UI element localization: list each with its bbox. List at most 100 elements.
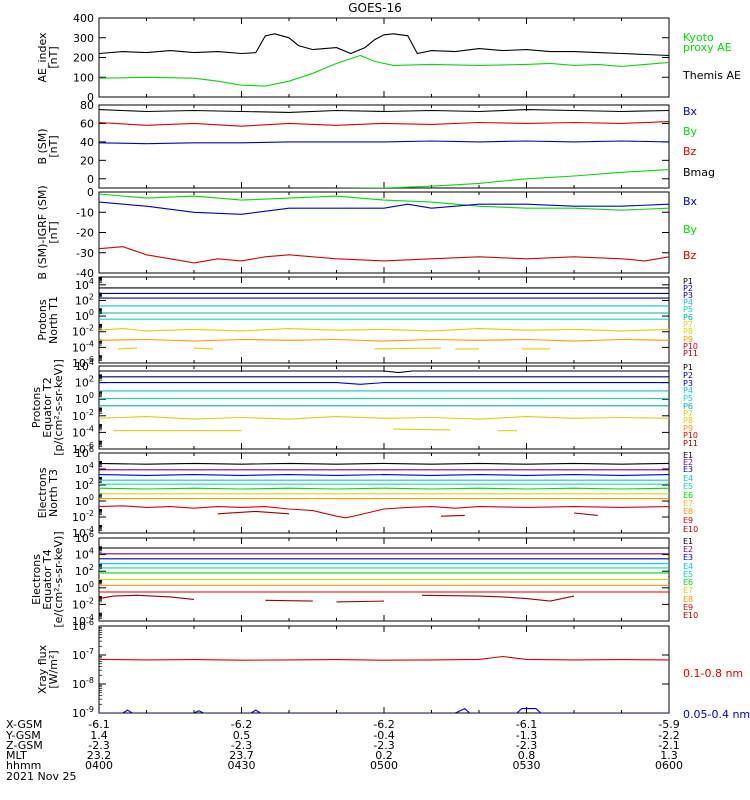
ephemeris-value: 23.7 bbox=[229, 749, 254, 762]
legend-entry: P10 bbox=[683, 431, 698, 440]
legend-entry: 0.05-0.4 nm bbox=[683, 708, 750, 721]
y-tick-label: 400 bbox=[73, 12, 94, 25]
y-tick-label: 100 bbox=[75, 493, 94, 508]
legend-entry: P5 bbox=[683, 305, 693, 314]
legend-entry: P11 bbox=[683, 349, 698, 358]
legend-entry: Bz bbox=[683, 145, 697, 158]
ephemeris-value: 0.5 bbox=[233, 729, 251, 742]
y-tick-label: 10-6 bbox=[72, 618, 94, 633]
legend-entry: P3 bbox=[683, 291, 693, 300]
series-line-1 bbox=[99, 193, 669, 211]
legend-entry: E1 bbox=[683, 451, 693, 460]
series-line-10 bbox=[217, 510, 290, 515]
y-tick-label: 10-2 bbox=[72, 324, 94, 339]
legend-entry: Bx bbox=[683, 195, 698, 208]
legend-entry: By bbox=[683, 223, 698, 236]
legend-entry: P2 bbox=[683, 284, 693, 293]
legend-entry: E7 bbox=[683, 499, 693, 508]
y-tick-label: 104 bbox=[75, 461, 94, 476]
series-line-11 bbox=[265, 599, 313, 602]
legend-entry: P8 bbox=[683, 416, 693, 425]
y-tick-label: 104 bbox=[75, 277, 94, 292]
y-tick-label: 10-2 bbox=[72, 596, 94, 611]
legend-entry: By bbox=[683, 125, 698, 138]
y-tick-label: 100 bbox=[75, 391, 94, 406]
legend-entry: Bz bbox=[683, 249, 697, 262]
y-tick-label: 100 bbox=[73, 71, 94, 84]
ephemeris-value: 23.2 bbox=[87, 749, 112, 762]
series-line-1 bbox=[99, 655, 669, 661]
legend-entry: E9 bbox=[683, 603, 693, 612]
ephemeris-value: -2.1 bbox=[658, 739, 679, 752]
legend-entry: P5 bbox=[683, 394, 693, 403]
y-tick-label: 0 bbox=[87, 186, 94, 199]
panel-frame bbox=[98, 365, 670, 450]
legend-entry: E6 bbox=[683, 491, 693, 500]
y-tick-label: 10-2 bbox=[72, 509, 94, 524]
series-line-4 bbox=[325, 169, 669, 188]
legend-entry: P4 bbox=[683, 298, 693, 307]
legend-entry: E5 bbox=[683, 482, 693, 491]
panel-3: -40 -30 -20 -10 0 B (SM)-IGRF (SM)[nT] Bx By Bz bbox=[36, 185, 698, 280]
series-line-7 bbox=[99, 416, 669, 420]
panel-frame bbox=[98, 17, 670, 98]
legend-entry: P7 bbox=[683, 409, 693, 418]
series-line-2 bbox=[99, 121, 669, 127]
y-tick-label: 102 bbox=[75, 292, 94, 307]
legend-entry: Bx bbox=[683, 105, 698, 118]
y-axis-title: B (SM)[nT] bbox=[36, 128, 60, 164]
ephemeris-value: 1.4 bbox=[90, 729, 108, 742]
y-tick-label: 10-4 bbox=[72, 339, 94, 354]
legend-entry: E4 bbox=[683, 562, 693, 571]
legend-entry: E6 bbox=[683, 578, 693, 587]
ephemeris-row-label: Z-GSM bbox=[6, 739, 43, 752]
ephemeris-value: -2.3 bbox=[88, 739, 109, 752]
y-tick-label: 80 bbox=[80, 99, 94, 112]
panel-frame bbox=[98, 452, 670, 534]
y-axis-title: B (SM)-IGRF (SM)[nT] bbox=[36, 185, 60, 279]
ephemeris-row-label: MLT bbox=[6, 749, 27, 762]
y-tick-label: 200 bbox=[73, 52, 94, 65]
y-tick-label: -20 bbox=[76, 227, 94, 240]
ephemeris-value: -2.3 bbox=[373, 739, 394, 752]
series-group bbox=[99, 655, 669, 713]
series-group bbox=[99, 287, 669, 350]
legend-entry: E2 bbox=[683, 545, 693, 554]
legend-entry: E3 bbox=[683, 465, 693, 474]
series-line-11 bbox=[440, 514, 465, 517]
series-line-9 bbox=[393, 428, 451, 431]
ephemeris-value: -5.9 bbox=[658, 718, 679, 731]
ephemeris-value: -1.3 bbox=[516, 729, 537, 742]
y-tick-label: 102 bbox=[75, 563, 94, 578]
series-line-3 bbox=[99, 140, 669, 145]
panel-1: 0 100 200 300 400 AE_index[nT] Kyoto proxy AE Th… bbox=[36, 12, 741, 104]
legend-entry: P1 bbox=[683, 363, 693, 372]
y-tick-label: 100 bbox=[75, 308, 94, 323]
series-group bbox=[99, 547, 669, 603]
ephemeris-value: -2.3 bbox=[516, 739, 537, 752]
legend-entry: E3 bbox=[683, 553, 693, 562]
series-line-2 bbox=[99, 707, 669, 713]
y-tick-label: 0 bbox=[87, 173, 94, 186]
y-tick-label: 10-8 bbox=[72, 676, 94, 691]
legend-entry: E8 bbox=[683, 507, 693, 516]
panel-frame bbox=[98, 276, 670, 364]
series-line-6 bbox=[99, 487, 669, 490]
ephemeris-value: -2.2 bbox=[658, 729, 679, 742]
series-group bbox=[99, 33, 669, 87]
legend-entry: E4 bbox=[683, 474, 693, 483]
y-tick-label: 106 bbox=[75, 445, 94, 460]
legend-entry: P9 bbox=[683, 335, 693, 344]
ephemeris-value: -6.1 bbox=[516, 718, 537, 731]
y-axis-title: ElectronsNorth T3 bbox=[36, 467, 60, 518]
ephemeris-value: -0.4 bbox=[373, 729, 394, 742]
legend-entry: P4 bbox=[683, 386, 693, 395]
series-line-2 bbox=[99, 201, 669, 215]
series-line-10 bbox=[99, 594, 195, 600]
legend-entry: Bmag bbox=[683, 166, 715, 179]
